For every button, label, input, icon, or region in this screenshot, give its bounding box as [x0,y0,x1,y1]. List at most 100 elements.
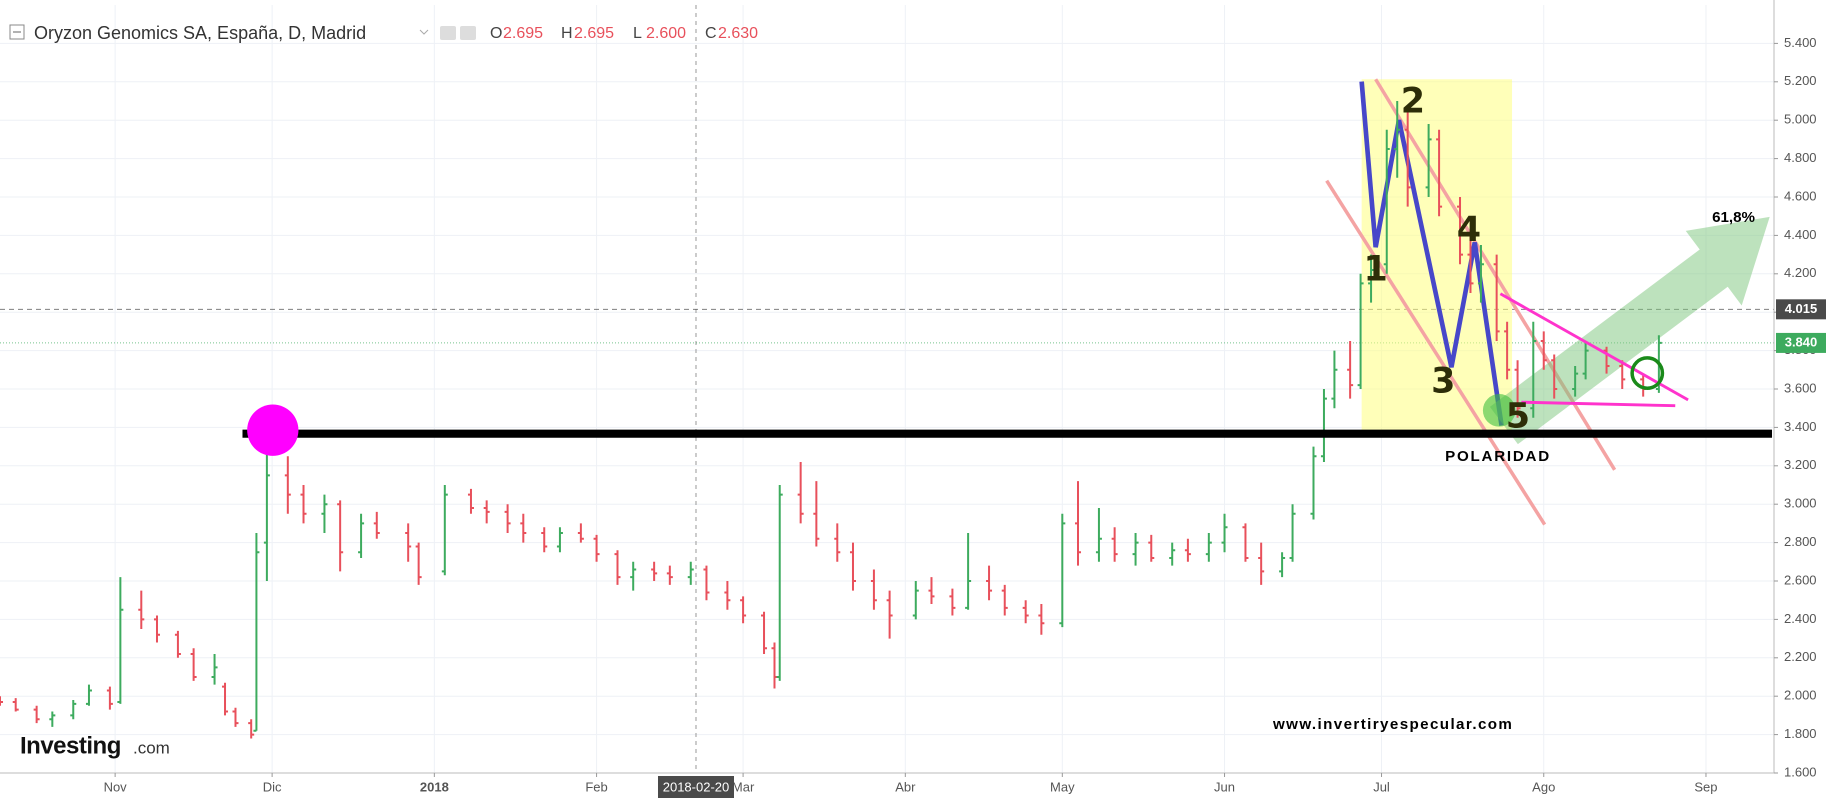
x-tick-label: May [1050,779,1075,794]
ohlc-bar [85,684,92,706]
y-tick-label: 1.800 [1784,726,1817,741]
ohlc-bar [886,590,893,639]
wave-label: 2 [1401,82,1425,122]
ohlc-bar [1289,504,1296,562]
ohlc-bar [190,648,197,681]
ohlc-bar [33,705,40,724]
ohlc-bar [441,485,448,576]
ohlc-bar [1148,534,1155,562]
x-tick-label: Ago [1532,779,1555,794]
ohlc-bar [1184,538,1191,562]
ohlc-bar [556,527,563,553]
chart-title: Oryzon Genomics SA, España, D, Madrid [34,23,366,43]
ohlc-bar [577,523,584,543]
watermark: www.invertiryespecular.com [1272,716,1513,733]
ohlc-bar [49,711,56,727]
y-tick-label: 3.400 [1784,419,1817,434]
ohlc-bar [483,500,490,524]
y-tick-label: 2.000 [1784,688,1817,703]
axes: 1.600 1.800 2.000 2.200 2.400 2.600 2.800 3.000… [104,35,1826,798]
ohlc-bar [248,719,255,739]
ohlc-bar [138,590,145,629]
wave-label: 5 [1506,396,1530,436]
triangle-line [1499,292,1689,402]
ohlc-bar [337,500,344,572]
ohlc-key: L [633,25,642,42]
ohlc-bar [1022,600,1029,624]
eye-icon[interactable] [440,26,456,40]
ohlc-bar [1111,527,1118,562]
ohlc-legend: O 2.695 H 2.695 L 2.600 C 2.630 [490,25,758,42]
ohlc-bar [870,569,877,610]
price-label-bg [1776,299,1826,320]
triangle-line [1521,400,1676,408]
ohlc-bar [1075,481,1082,566]
x-tick-label: Mar [732,779,755,794]
ohlc-bar [1551,354,1558,399]
x-tick-label: Feb [585,779,607,794]
ohlc-bar [541,527,548,553]
ohlc-bar [1095,508,1102,562]
wave-label: 4 [1457,210,1481,250]
x-tick-label: Abr [895,779,916,794]
ohlc-value: 2.695 [503,25,543,42]
ohlc-bar [666,565,673,585]
ohlc-bar [222,682,229,716]
ohlc-bar [1258,542,1265,585]
ohlc-bar [300,485,307,524]
ohlc-bar [1132,533,1139,566]
ohlc-bar [174,630,181,658]
ohlc-bar [949,588,956,616]
logo-suffix: .com [133,738,170,757]
ohlc-bar [415,542,422,585]
settings-icon[interactable] [460,26,476,40]
wave-line [1359,81,1504,426]
ohlc-bar [1347,341,1354,399]
y-tick-label: 2.400 [1784,611,1817,626]
ohlc-bar [1514,360,1521,418]
ohlc-bar [986,565,993,601]
ohlc-bar [1331,350,1338,409]
price-label: 4.015 [1785,301,1818,316]
ohlc-bar [211,653,218,685]
ohlc-bar [1425,124,1432,197]
ohlc-bar [1603,346,1610,374]
ohlc-bar [771,642,778,689]
ohlc-bar [651,561,658,581]
ohlc-bar [797,461,804,524]
ohlc-bar [12,698,19,712]
x-tick-label: Jul [1373,779,1390,794]
crosshair-label-bg [657,776,734,798]
channel-line [1325,179,1547,526]
ohlc-value: 2.600 [646,25,686,42]
ohlc-bar [1394,101,1401,178]
ohlc-bar [1619,360,1626,389]
ohlc-bar [106,686,113,710]
ohlc-bar [0,696,3,706]
price-axis-bg [1774,0,1828,799]
y-tick-label: 5.400 [1784,35,1817,50]
ohlc-bar [1169,542,1176,566]
ohlc-bar [1038,604,1045,635]
menu-arrow[interactable] [419,29,429,35]
ohlc-bar [358,513,365,558]
breakout-marker [1630,356,1665,390]
x-tick-label: Jun [1214,779,1235,794]
x-tick-label: Dic [263,779,282,794]
ohlc-bar [813,481,820,547]
drawings-top: 1 2 3 4 5 61,8% POLARIDAD www.invertirye… [242,82,1773,733]
ohlc-bar [232,707,239,727]
ohlc-value: 2.695 [574,25,614,42]
wave-label: 1 [1363,249,1387,289]
ohlc-bar [1540,331,1547,370]
ohlc-bar [1320,389,1327,462]
ohlc-bar [253,533,260,732]
y-tick-label: 4.400 [1784,227,1817,242]
price-label: 3.840 [1785,334,1818,349]
ohlc-bar [1404,110,1411,207]
ohlc-bar [117,577,124,704]
ohlc-bar [1059,513,1066,628]
ohlc-bar [1457,197,1464,265]
